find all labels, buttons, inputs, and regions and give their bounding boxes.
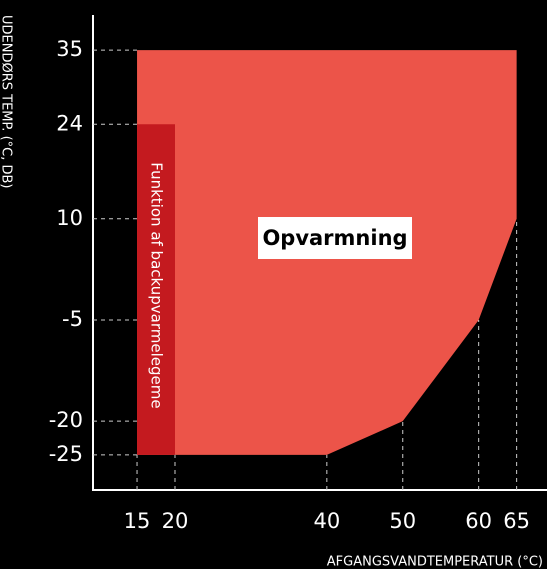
y-tick-label: -20 (49, 408, 83, 432)
x-tick-label: 20 (162, 509, 189, 533)
legend-label: Funktion af backupvarmelegeme (148, 162, 166, 408)
legend-label: Opvarmning (262, 226, 407, 250)
region (137, 124, 175, 455)
y-tick-label: 10 (56, 206, 83, 230)
x-tick-label: 15 (124, 509, 151, 533)
label-box (258, 217, 412, 259)
x-tick-label: 60 (465, 509, 492, 533)
y-axis-title: UDENDØRS TEMP. (°C, DB) (0, 15, 14, 189)
y-tick-label: 24 (56, 111, 83, 135)
x-axis-title: AFGANGSVANDTEMPERATUR (°C) (327, 555, 543, 569)
x-tick-label: 50 (389, 509, 416, 533)
y-tick-label: 35 (56, 37, 83, 61)
x-tick-label: 65 (503, 509, 530, 533)
y-tick-label: -25 (49, 442, 83, 466)
x-tick-label: 40 (313, 509, 340, 533)
y-tick-label: -5 (62, 307, 83, 331)
